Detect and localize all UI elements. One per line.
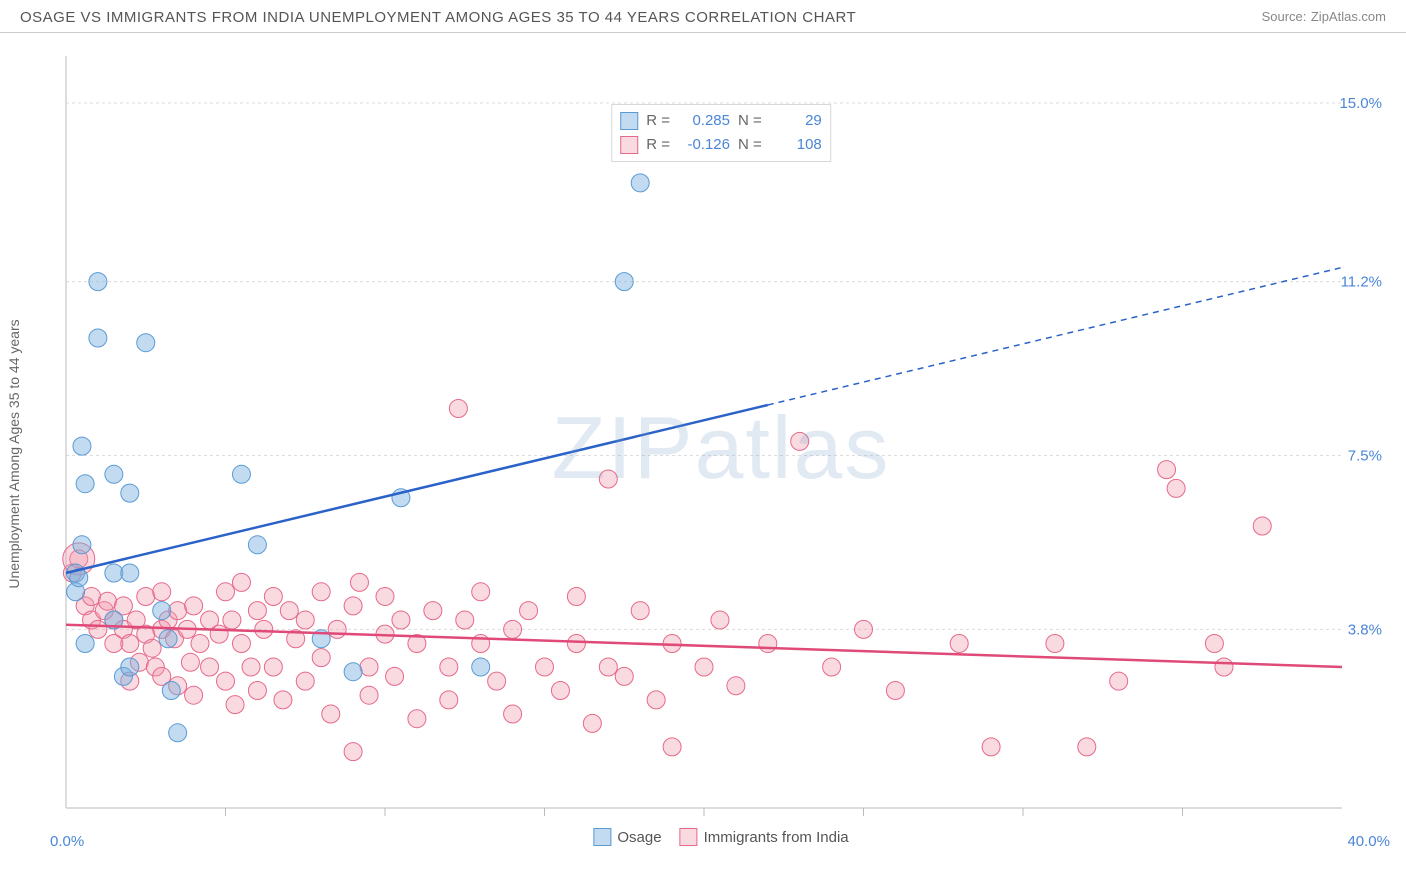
swatch-pink [620,136,638,154]
y-axis-label: Unemployment Among Ages 35 to 44 years [6,319,22,588]
swatch-blue [620,112,638,130]
blue-N-value: 29 [770,109,822,133]
pink-R-value: -0.126 [678,133,730,157]
blue-N-label: N = [738,109,762,133]
source-attribution: Source: ZipAtlas.com [1262,8,1386,26]
stats-row-blue: R = 0.285 N = 29 [620,109,822,133]
legend-swatch-blue [593,828,611,846]
legend-label-pink: Immigrants from India [704,829,849,846]
blue-R-value: 0.285 [678,109,730,133]
x-min-label: 0.0% [50,833,84,850]
chart-area: 3.8%7.5%11.2%15.0% ZIPatlas R = 0.285 N … [56,48,1386,848]
scatter-plot: 3.8% 7.5% 11.2% 15.0% [56,48,1386,848]
title-bar: OSAGE VS IMMIGRANTS FROM INDIA UNEMPLOYM… [0,0,1406,32]
svg-text:11.2%: 11.2% [1341,274,1382,291]
series-legend: Osage Immigrants from India [593,828,848,846]
legend-item-pink: Immigrants from India [680,828,849,846]
pink-N-value: 108 [770,133,822,157]
source-label: Source: [1262,9,1307,24]
pink-R-label: R = [646,133,670,157]
blue-R-label: R = [646,109,670,133]
svg-text:3.8%: 3.8% [1348,621,1382,638]
svg-text:15.0%: 15.0% [1339,95,1382,112]
legend-swatch-pink [680,828,698,846]
stats-row-pink: R = -0.126 N = 108 [620,133,822,157]
legend-label-blue: Osage [617,829,661,846]
chart-title: OSAGE VS IMMIGRANTS FROM INDIA UNEMPLOYM… [20,9,856,26]
pink-N-label: N = [738,133,762,157]
x-max-label: 40.0% [1347,833,1390,850]
legend-item-blue: Osage [593,828,661,846]
svg-text:7.5%: 7.5% [1348,448,1382,465]
stats-legend: R = 0.285 N = 29 R = -0.126 N = 108 [611,104,831,162]
source-name: ZipAtlas.com [1311,9,1386,24]
